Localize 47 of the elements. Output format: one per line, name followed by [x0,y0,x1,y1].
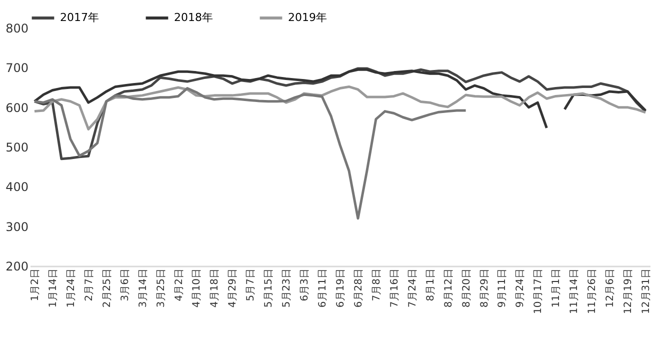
x-tick-label: 4月10日 [192,268,203,308]
y-tick-label: 600 [6,100,28,115]
y-tick-label: 800 [6,22,28,36]
x-tick-label: 9月11日 [497,268,508,308]
y-tick-label: 500 [6,140,28,154]
x-tick-label: 8月20日 [461,268,472,308]
x-tick-label: 4月29日 [228,268,239,308]
x-tick-label: 6月28日 [353,268,364,308]
x-tick-label: 4月18日 [210,268,221,308]
x-tick-label: 3月6日 [120,268,131,302]
x-tick-label: 2月7日 [84,268,95,302]
x-tick-label: 3月14日 [138,268,149,308]
x-tick-label: 1月14日 [48,268,59,308]
x-tick-label: 10月17日 [533,268,544,314]
x-tick-label: 6月3日 [300,268,311,302]
x-tick-label: 5月15日 [264,268,275,308]
x-tick-label: 1月24日 [66,268,77,308]
x-tick-label: 7月24日 [407,268,418,308]
legend-label: 2017年 [60,11,99,24]
y-tick-label: 700 [6,61,28,76]
x-tick-label: 12月6日 [605,268,616,308]
y-tick-label: 400 [6,180,28,194]
x-tick-label: 12月31日 [641,268,652,314]
x-tick-label: 7月16日 [389,268,400,308]
x-tick-label: 1月2日 [30,268,41,302]
x-tick-label: 9月24日 [515,268,526,308]
line-series [33,87,468,220]
legend-label: 2018年 [174,11,213,24]
legend-label: 2019年 [288,11,327,24]
y-tick-label: 200 [6,260,28,274]
line-series [33,85,647,130]
x-tick-label: 5月23日 [282,268,293,308]
x-tick-label: 8月1日 [425,268,436,302]
x-tick-label: 5月7日 [246,268,257,302]
x-tick-label: 11月1日 [551,268,562,308]
x-tick-label: 11月14日 [569,268,580,314]
x-tick-label: 8月29日 [479,268,490,308]
x-tick-label: 2月25日 [102,268,113,308]
x-tick-label: 8月12日 [443,268,454,308]
x-tick-label: 11月26日 [587,268,598,314]
x-tick-label: 6月19日 [336,268,346,308]
x-tick-label: 4月2日 [174,268,185,302]
y-tick-label: 300 [6,220,28,234]
x-tick-label: 3月25日 [156,268,167,308]
x-tick-label: 6月11日 [318,268,329,308]
x-tick-label: 7月8日 [371,268,382,302]
x-tick-label: 12月19日 [623,268,634,314]
